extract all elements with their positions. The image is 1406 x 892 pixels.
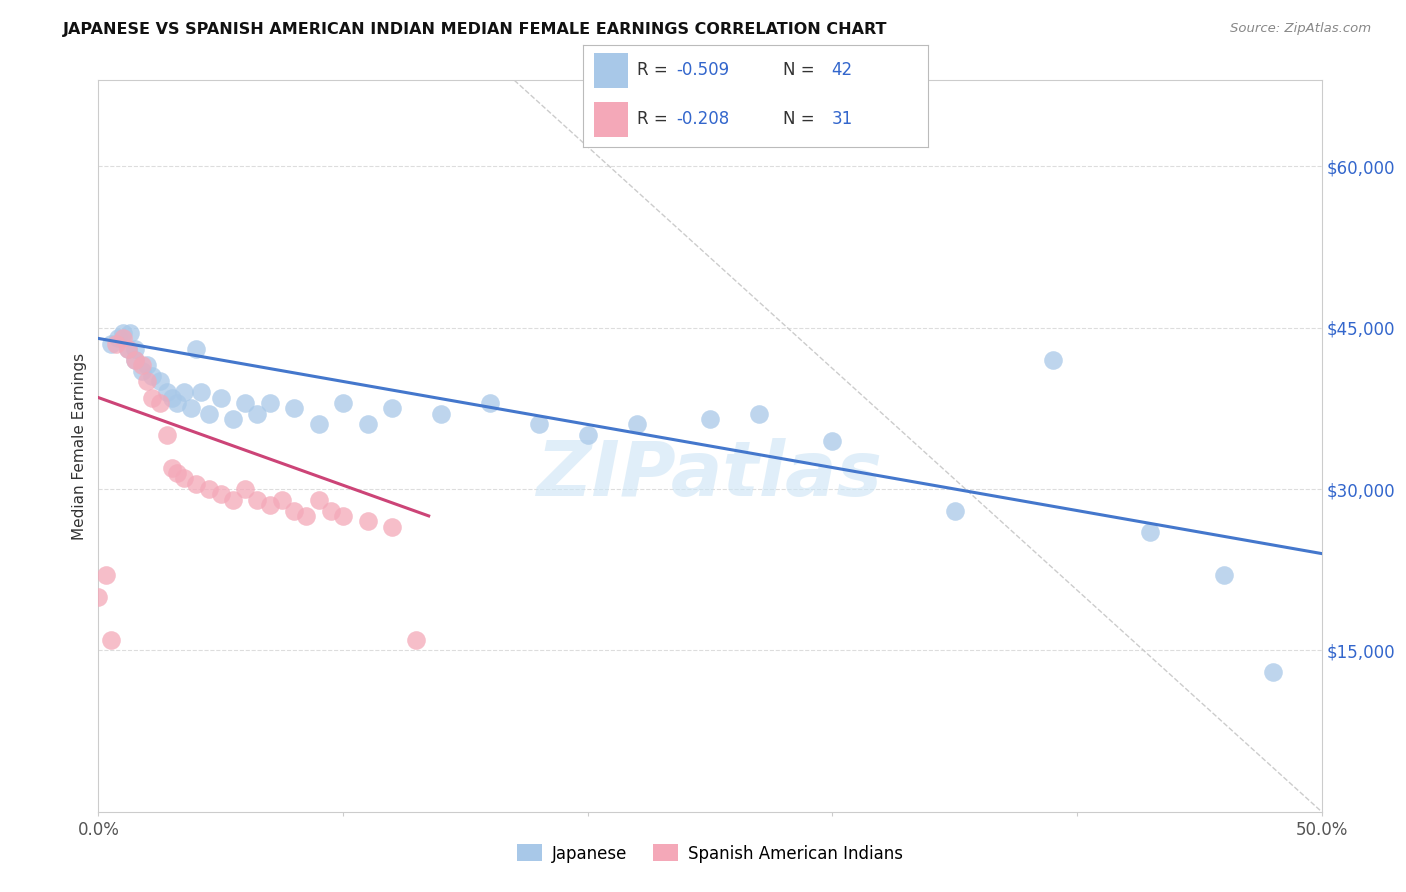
Point (381, 401, 404, 416)
Point (120, 326, 142, 340)
Point (270, 492, 294, 507)
Point (233, 482, 256, 496)
Point (186, 476, 208, 491)
Point (111, 331, 134, 345)
Point (124, 342, 146, 356)
Point (186, 342, 208, 356)
Point (576, 428, 599, 442)
Text: 42: 42 (831, 62, 852, 79)
Text: Source: ZipAtlas.com: Source: ZipAtlas.com (1230, 22, 1371, 36)
Point (141, 391, 163, 405)
Point (943, 503, 966, 517)
Point (141, 369, 163, 384)
Point (100, 632, 122, 647)
Point (405, 632, 427, 647)
Point (381, 519, 404, 533)
Point (190, 385, 212, 400)
Point (131, 359, 153, 373)
Point (117, 342, 139, 356)
Point (356, 514, 378, 528)
Point (209, 487, 232, 501)
Point (111, 326, 134, 340)
Point (166, 466, 188, 480)
Bar (593, 102, 628, 137)
Point (356, 417, 378, 432)
Point (308, 492, 330, 507)
Point (527, 417, 550, 432)
Point (748, 407, 770, 421)
Point (166, 396, 188, 410)
Point (699, 412, 721, 426)
Point (160, 391, 183, 405)
Text: ZIPatlas: ZIPatlas (537, 438, 883, 512)
Text: JAPANESE VS SPANISH AMERICAN INDIAN MEDIAN FEMALE EARNINGS CORRELATION CHART: JAPANESE VS SPANISH AMERICAN INDIAN MEDI… (63, 22, 887, 37)
Point (87, 590, 110, 604)
Point (180, 401, 202, 416)
Point (222, 412, 245, 426)
Point (124, 353, 146, 368)
Point (332, 396, 354, 410)
Text: R =: R = (637, 62, 673, 79)
Point (1261, 665, 1284, 679)
Point (100, 336, 122, 351)
Point (1139, 524, 1161, 539)
Point (173, 471, 195, 485)
Text: 31: 31 (831, 111, 853, 128)
Point (156, 385, 179, 400)
Point (197, 482, 219, 496)
Text: N =: N = (783, 62, 820, 79)
Point (295, 508, 318, 523)
Y-axis label: Median Female Earnings: Median Female Earnings (72, 352, 87, 540)
Text: R =: R = (637, 111, 673, 128)
Point (283, 401, 305, 416)
Point (94, 568, 117, 582)
Point (104, 336, 127, 351)
Text: -0.208: -0.208 (676, 111, 730, 128)
Point (149, 396, 172, 410)
Point (283, 503, 305, 517)
Point (160, 460, 183, 475)
Point (197, 407, 219, 421)
Point (173, 385, 195, 400)
Point (156, 428, 179, 442)
Point (319, 503, 342, 517)
Point (626, 417, 648, 432)
Point (246, 407, 269, 421)
Point (821, 434, 844, 448)
Point (259, 396, 281, 410)
Point (222, 492, 245, 507)
Point (107, 331, 129, 345)
Point (1212, 568, 1234, 582)
Legend: Japanese, Spanish American Indians: Japanese, Spanish American Indians (510, 838, 910, 869)
Point (233, 396, 256, 410)
Point (149, 375, 172, 389)
Point (124, 353, 146, 368)
Text: -0.509: -0.509 (676, 62, 730, 79)
Point (259, 498, 281, 512)
Point (478, 396, 501, 410)
Text: N =: N = (783, 111, 820, 128)
Point (136, 375, 159, 389)
Point (209, 391, 232, 405)
Point (1042, 353, 1064, 368)
Point (308, 417, 330, 432)
Point (332, 508, 354, 523)
Point (430, 407, 453, 421)
Point (246, 492, 269, 507)
Point (131, 364, 153, 378)
Bar (593, 53, 628, 87)
Point (136, 359, 159, 373)
Point (117, 342, 139, 356)
